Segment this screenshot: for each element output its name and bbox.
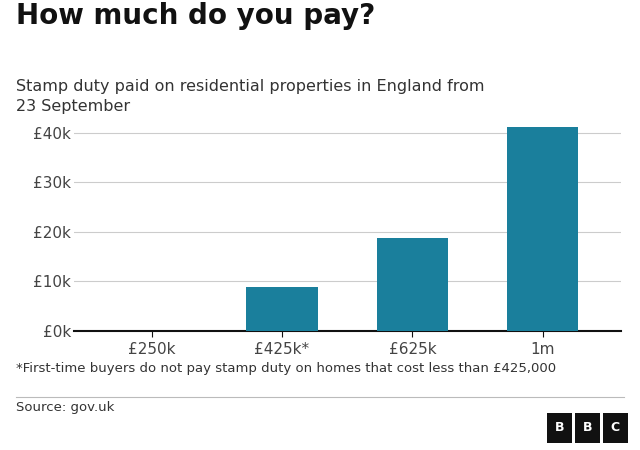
Text: *First-time buyers do not pay stamp duty on homes that cost less than £425,000: *First-time buyers do not pay stamp duty… bbox=[16, 362, 556, 375]
Text: Source: gov.uk: Source: gov.uk bbox=[16, 400, 115, 414]
FancyBboxPatch shape bbox=[603, 413, 628, 443]
FancyBboxPatch shape bbox=[575, 413, 600, 443]
Text: B: B bbox=[555, 421, 564, 434]
Bar bbox=[376, 238, 448, 331]
Text: C: C bbox=[611, 421, 620, 434]
FancyBboxPatch shape bbox=[547, 413, 572, 443]
Bar bbox=[246, 288, 318, 331]
Text: B: B bbox=[582, 421, 592, 434]
Text: Stamp duty paid on residential properties in England from
23 September: Stamp duty paid on residential propertie… bbox=[16, 79, 484, 113]
Text: How much do you pay?: How much do you pay? bbox=[16, 2, 375, 30]
Bar bbox=[507, 126, 579, 331]
